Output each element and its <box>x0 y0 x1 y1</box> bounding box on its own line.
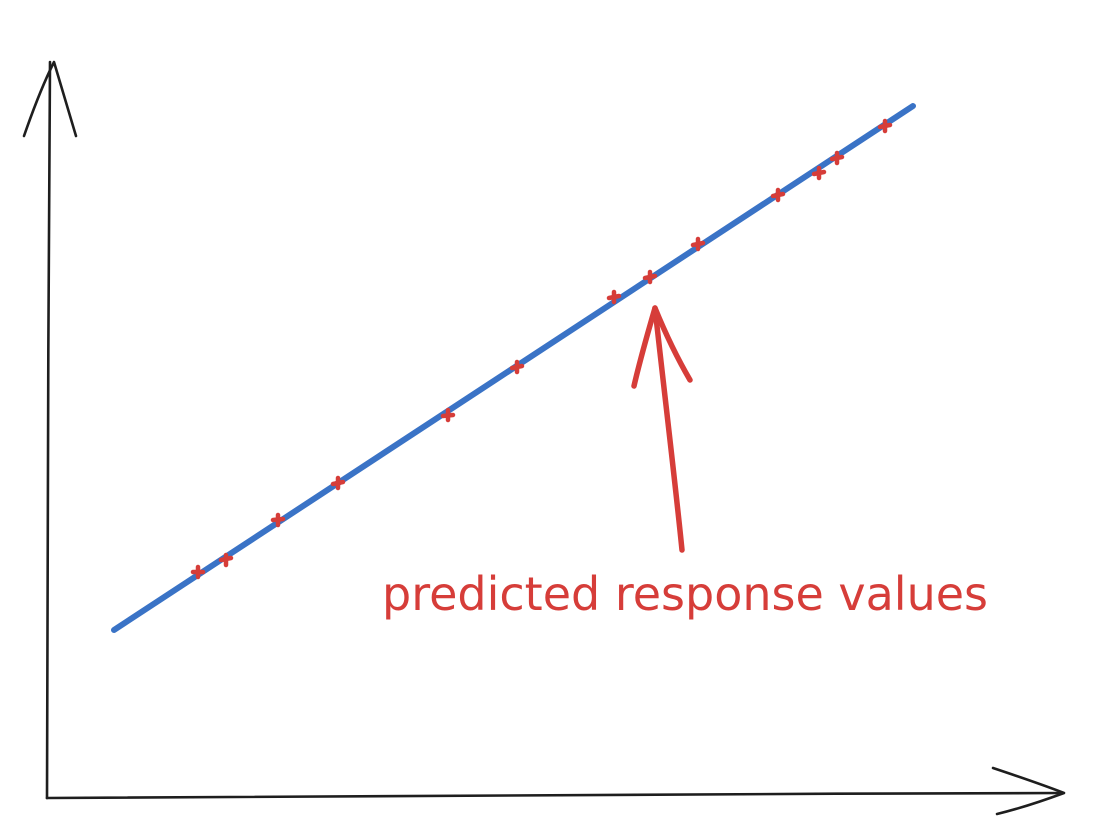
x-axis-line <box>45 791 1064 800</box>
data-point <box>190 564 206 580</box>
y-axis <box>22 60 78 800</box>
x-axis-arrowhead <box>991 766 1066 816</box>
y-axis-line <box>45 60 52 800</box>
data-point <box>811 165 827 181</box>
y-axis-arrowhead <box>22 60 78 138</box>
data-point <box>877 118 893 134</box>
annotation-label: predicted response values <box>382 567 988 621</box>
x-axis <box>45 766 1066 816</box>
callout-arrow <box>631 305 693 553</box>
data-point <box>270 512 286 528</box>
data-point <box>218 552 234 568</box>
data-point <box>509 359 525 375</box>
data-point <box>770 187 786 203</box>
data-point <box>330 475 346 491</box>
data-point <box>606 289 622 305</box>
callout-arrow-head <box>631 305 693 389</box>
data-point <box>829 150 845 166</box>
predicted-points <box>190 118 893 580</box>
data-point <box>642 269 658 285</box>
data-point <box>440 407 456 423</box>
data-point <box>690 236 706 252</box>
callout-arrow-shaft <box>652 305 685 553</box>
